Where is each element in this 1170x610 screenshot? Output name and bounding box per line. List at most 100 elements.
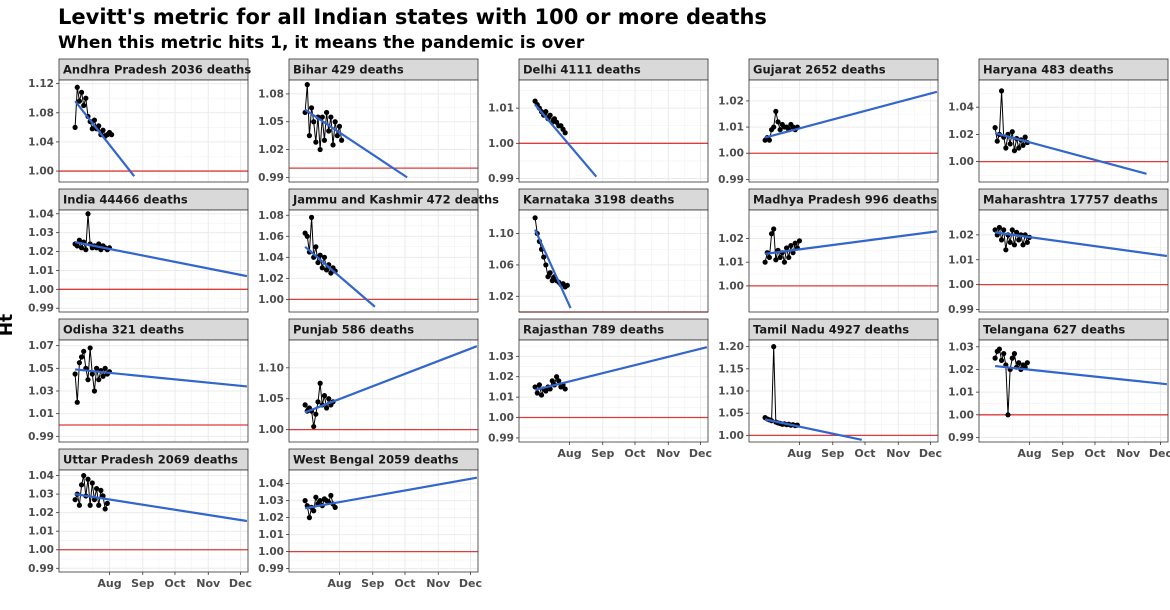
y-tick-label: 1.04 xyxy=(948,102,974,114)
x-tick-label: Oct xyxy=(394,577,415,590)
facet-title: Telangana 627 deaths xyxy=(983,323,1125,337)
x-tick-label: Sep xyxy=(1051,447,1074,460)
panel-border xyxy=(518,79,709,183)
y-tick-label: 1.01 xyxy=(718,122,744,134)
data-point xyxy=(78,482,85,488)
x-tick-label: Aug xyxy=(787,447,811,460)
trend-line xyxy=(74,100,136,177)
data-point xyxy=(1005,412,1011,418)
y-tick-label: 1.02 xyxy=(258,273,284,285)
facet-title: India 44466 deaths xyxy=(63,193,188,207)
x-tick-label: Oct xyxy=(1084,447,1105,460)
data-point xyxy=(553,374,560,380)
data-point xyxy=(777,254,783,261)
y-tick-label: 0.99 xyxy=(28,563,54,575)
data-point xyxy=(89,480,95,486)
y-tick-label: 1.10 xyxy=(718,386,744,398)
y-tick-label: 1.01 xyxy=(948,387,974,399)
data-point xyxy=(93,485,100,492)
data-point xyxy=(81,472,87,479)
data-point xyxy=(538,392,545,398)
data-point xyxy=(1007,141,1013,147)
data-point xyxy=(328,270,334,276)
x-tick-label: Sep xyxy=(361,577,384,590)
panel-border xyxy=(58,79,249,183)
data-point xyxy=(315,399,321,405)
trend-line xyxy=(764,90,938,139)
facet-panel: Madhya Pradesh 996 deaths 1.00 1.01 1.02 xyxy=(718,188,939,313)
data-point xyxy=(308,214,315,220)
panel-border xyxy=(978,209,1169,313)
data-point xyxy=(311,423,317,430)
facet-panel: Odisha 321 deaths 0.99 1.01 1.03 1.05 1.07 xyxy=(28,318,249,443)
data-point xyxy=(321,254,328,260)
data-point xyxy=(96,123,102,129)
data-point xyxy=(773,257,779,263)
data-point xyxy=(998,88,1005,94)
data-point xyxy=(100,373,106,379)
x-tick-label: Nov xyxy=(1116,447,1141,460)
data-point xyxy=(319,265,325,271)
data-point xyxy=(85,211,91,217)
data-point xyxy=(78,354,85,360)
data-point xyxy=(1016,145,1022,151)
data-point xyxy=(304,82,310,88)
data-point xyxy=(1007,239,1013,245)
y-tick-label: 1.02 xyxy=(488,291,514,303)
facet-panel: Telangana 627 deaths 0.99 1.00 1.01 1.02 1.03… xyxy=(948,318,1170,460)
data-point xyxy=(321,137,328,143)
panel-border xyxy=(518,209,709,313)
y-tick-label: 1.00 xyxy=(718,280,744,292)
y-tick-label: 0.99 xyxy=(948,304,974,316)
facet-panel: Andhra Pradesh 2036 deaths 1.00 1.04 1.08 1.… xyxy=(28,58,251,183)
data-point xyxy=(91,388,98,394)
data-point xyxy=(992,227,998,233)
y-tick-label: 1.02 xyxy=(718,233,744,245)
data-point xyxy=(334,133,340,139)
data-point xyxy=(91,117,98,123)
facet-panel: Jammu and Kashmir 472 deaths 1.00 1.02 1.04… xyxy=(258,188,499,313)
data-point xyxy=(996,346,1003,352)
facet-panel: Rajasthan 789 deaths 0.99 1.00 1.01 1.02 1.03… xyxy=(488,318,712,460)
x-tick-label: Oct xyxy=(624,447,645,460)
y-tick-label: 0.99 xyxy=(718,174,744,186)
facet-panel: Bihar 429 deaths 0.99 1.02 1.05 1.08 xyxy=(258,58,479,184)
data-point xyxy=(788,242,794,249)
data-point xyxy=(317,498,323,504)
y-tick-label: 1.04 xyxy=(258,478,284,490)
data-point xyxy=(1009,227,1015,233)
y-tick-label: 1.00 xyxy=(28,166,54,178)
data-point xyxy=(328,114,334,120)
panel-background xyxy=(749,80,938,182)
facet-panel: Haryana 483 deaths 1.00 1.02 1.04 xyxy=(948,58,1169,183)
x-tick-label: Dec xyxy=(1149,447,1170,460)
data-point xyxy=(768,231,775,237)
data-point xyxy=(536,382,543,388)
y-tick-label: 1.04 xyxy=(28,136,54,148)
data-point xyxy=(771,344,777,350)
x-tick-label: Dec xyxy=(229,577,252,590)
x-tick-label: Aug xyxy=(327,577,351,590)
data-point xyxy=(81,102,87,109)
trend-line xyxy=(304,476,478,510)
facet-title: Rajasthan 789 deaths xyxy=(523,323,664,337)
facet-title: Maharashtra 17757 deaths xyxy=(983,193,1158,207)
data-point xyxy=(87,502,93,508)
y-tick-label: 1.08 xyxy=(258,88,284,100)
facet-panel: Karnataka 3198 deaths 1.02 1.06 1.10 xyxy=(488,188,709,313)
data-point xyxy=(777,127,783,133)
trend-line xyxy=(304,345,478,414)
data-point xyxy=(317,380,323,386)
y-tick-label: 1.02 xyxy=(258,512,284,524)
data-point xyxy=(109,132,115,138)
facet-title: Tamil Nadu 4927 deaths xyxy=(753,323,909,337)
data-point xyxy=(89,126,95,132)
y-tick-label: 0.99 xyxy=(488,173,514,185)
trend-line xyxy=(304,245,376,308)
data-point xyxy=(564,282,570,288)
data-point xyxy=(332,119,338,125)
data-point xyxy=(783,245,790,251)
panel-border xyxy=(288,469,479,573)
y-tick-label: 1.00 xyxy=(258,546,284,558)
